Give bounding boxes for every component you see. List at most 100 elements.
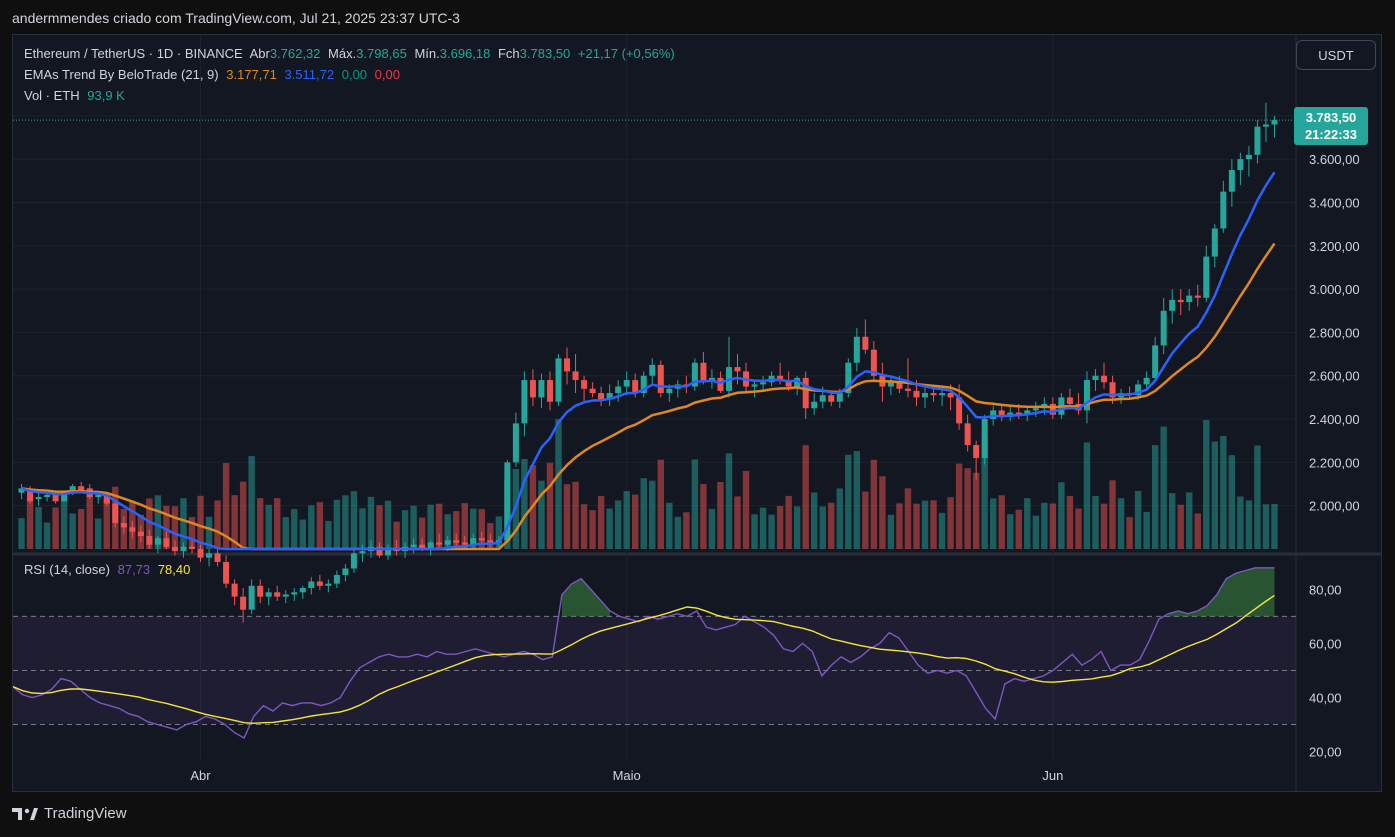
volume-bar: [998, 495, 1005, 549]
candle-body: [470, 538, 477, 545]
volume-bar: [478, 509, 485, 549]
candle-body: [453, 540, 460, 543]
volume-bar: [316, 502, 324, 549]
candle-body: [939, 393, 946, 396]
candle-body: [1049, 403, 1056, 415]
candle-body: [794, 377, 801, 387]
volume-bar: [367, 496, 375, 549]
candle-body: [146, 536, 153, 545]
volume-bar: [1220, 435, 1227, 549]
candle-body: [129, 527, 136, 532]
candle-body: [734, 367, 741, 372]
volume-bar: [546, 462, 554, 549]
candle-body: [913, 390, 920, 398]
volume-bar: [265, 504, 272, 549]
volume-bar: [1143, 511, 1150, 549]
volume-bar: [1109, 480, 1116, 549]
candle-body: [657, 364, 664, 394]
candle-body: [197, 549, 204, 558]
candle-body: [1271, 120, 1278, 125]
candle-body: [1092, 375, 1099, 381]
chart-canvas[interactable]: 2.000,00 2.200,00 2.400,00 2.600,00 2.800,00…: [13, 35, 1381, 791]
volume-bar: [1237, 496, 1244, 549]
candle-body: [760, 382, 767, 385]
volume-bar: [964, 468, 971, 549]
candle-body: [904, 388, 911, 391]
rsi-overbought-fill: [561, 578, 610, 617]
high-label: Máx.: [328, 46, 357, 61]
rsi-ma-line: [13, 594, 1275, 725]
volume-bar: [819, 506, 826, 549]
candle-body: [564, 358, 571, 372]
volume-bar: [691, 459, 699, 549]
volume-legend[interactable]: Vol · ETH 93,9 K: [24, 88, 129, 103]
chart-frame: 2.000,00 2.200,00 2.400,00 2.600,00 2.800,00…: [12, 34, 1382, 792]
volume-bar: [879, 476, 886, 549]
volume-bar: [77, 509, 85, 549]
price-tick-label: 3.400,00: [1309, 195, 1360, 210]
volume-bar: [666, 502, 673, 549]
volume-bar: [589, 510, 596, 549]
low-value: 3.696,18: [439, 46, 491, 61]
candle-body: [691, 362, 698, 387]
volume-bar: [1177, 504, 1184, 549]
candle-body: [1152, 345, 1159, 378]
candle-body: [640, 375, 647, 394]
candle-body: [751, 384, 758, 387]
candle-body: [316, 581, 323, 586]
volume-bar: [69, 513, 76, 549]
volume-bar: [793, 506, 801, 549]
volume-bar: [597, 495, 605, 549]
candle-body: [1109, 382, 1116, 398]
rsi-legend[interactable]: RSI (14, close) 87,73 78,40: [24, 562, 194, 577]
symbol-title[interactable]: Ethereum / TetherUS · 1D · BINANCE: [24, 46, 243, 61]
volume-bar: [904, 488, 912, 549]
candle-body: [811, 401, 818, 409]
candle-body: [845, 362, 852, 394]
vol-label: Vol · ETH: [24, 88, 80, 103]
ema-label: EMAs Trend By BeloTrade (21, 9): [24, 67, 219, 82]
open-value: 3.762,32: [269, 46, 321, 61]
volume-bar: [435, 503, 443, 549]
candle-body: [606, 393, 613, 400]
candle-body: [504, 462, 511, 541]
candle-body: [785, 380, 792, 387]
tradingview-brand[interactable]: TradingView: [12, 805, 127, 822]
volume-bar: [495, 516, 503, 549]
volume-bar: [802, 445, 809, 549]
candle-body: [922, 393, 929, 398]
rsi-value: 87,73: [117, 562, 151, 577]
volume-bar: [836, 488, 843, 549]
volume-bar: [657, 459, 664, 549]
volume-bar: [1024, 498, 1031, 549]
candle-body: [947, 393, 954, 398]
candle-body: [69, 486, 76, 493]
volume-bar: [1228, 455, 1236, 549]
ema-legend[interactable]: EMAs Trend By BeloTrade (21, 9) 3.177,71…: [24, 67, 404, 82]
candle-body: [274, 592, 281, 597]
last-price-value: 3.783,50: [1305, 110, 1357, 125]
candle-body: [1083, 380, 1090, 411]
volume-bar: [734, 496, 741, 549]
volume-bar: [103, 498, 110, 549]
volume-bar: [623, 491, 630, 549]
currency-button[interactable]: USDT: [1296, 40, 1376, 70]
candle-body: [18, 488, 25, 493]
volume-bar: [1007, 514, 1014, 549]
price-tick-label: 2.400,00: [1309, 412, 1360, 427]
volume-bar: [725, 453, 733, 549]
candle-body: [78, 486, 85, 491]
volume-bar: [776, 506, 784, 549]
candle-body: [487, 540, 494, 543]
candle-body: [828, 395, 835, 402]
candle-body: [248, 585, 255, 610]
volume-bar: [231, 495, 238, 549]
volume-bar: [938, 512, 946, 549]
volume-bar: [205, 516, 213, 549]
vol-value: 93,9 K: [87, 88, 125, 103]
volume-bar: [376, 505, 383, 549]
volume-bar: [955, 463, 963, 549]
candle-body: [44, 494, 51, 498]
volume-bar: [632, 494, 639, 549]
volume-bar: [197, 495, 204, 549]
